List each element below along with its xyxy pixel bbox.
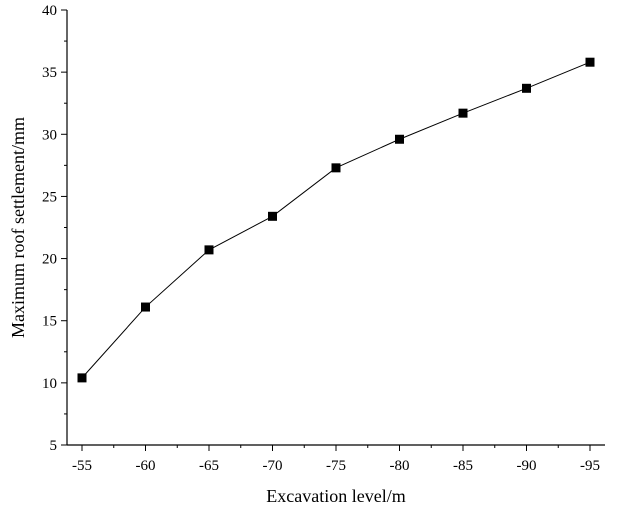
x-tick-label: -90 bbox=[517, 458, 537, 474]
data-point bbox=[331, 163, 341, 173]
y-tick-label: 20 bbox=[42, 252, 57, 268]
y-tick-label: 15 bbox=[42, 314, 57, 330]
y-tick-label: 40 bbox=[42, 3, 57, 19]
data-point bbox=[268, 211, 277, 221]
data-point bbox=[522, 83, 531, 93]
series-line bbox=[81, 61, 591, 379]
data-point bbox=[458, 108, 468, 118]
x-tick-label: -75 bbox=[326, 458, 346, 474]
data-point bbox=[77, 373, 87, 383]
data-point bbox=[585, 57, 595, 67]
x-tick-label: -85 bbox=[453, 458, 473, 474]
x-tick-label: -55 bbox=[72, 458, 92, 474]
ticks: 5 10 15 20 25 30 35 40 -55 -60 -65 -70 -75 -80 -85 -90 -… bbox=[42, 3, 600, 474]
x-tick-label: -80 bbox=[390, 458, 410, 474]
y-tick-label: 10 bbox=[42, 376, 57, 392]
series bbox=[77, 57, 595, 383]
y-tick-label: 5 bbox=[50, 438, 58, 454]
y-tick-label: 25 bbox=[42, 189, 57, 205]
y-axis-title: Maximum roof settlement/mm bbox=[8, 117, 28, 338]
x-tick-label: -95 bbox=[580, 458, 600, 474]
axes bbox=[66, 10, 605, 446]
y-tick-label: 35 bbox=[42, 65, 57, 81]
data-point bbox=[204, 245, 214, 255]
x-tick-label: -70 bbox=[263, 458, 283, 474]
data-point bbox=[141, 302, 150, 312]
x-axis-title: Excavation level/m bbox=[266, 486, 405, 506]
y-tick-label: 30 bbox=[42, 127, 57, 143]
x-tick-label: -60 bbox=[136, 458, 156, 474]
x-tick-label: -65 bbox=[199, 458, 219, 474]
data-point bbox=[395, 134, 404, 144]
